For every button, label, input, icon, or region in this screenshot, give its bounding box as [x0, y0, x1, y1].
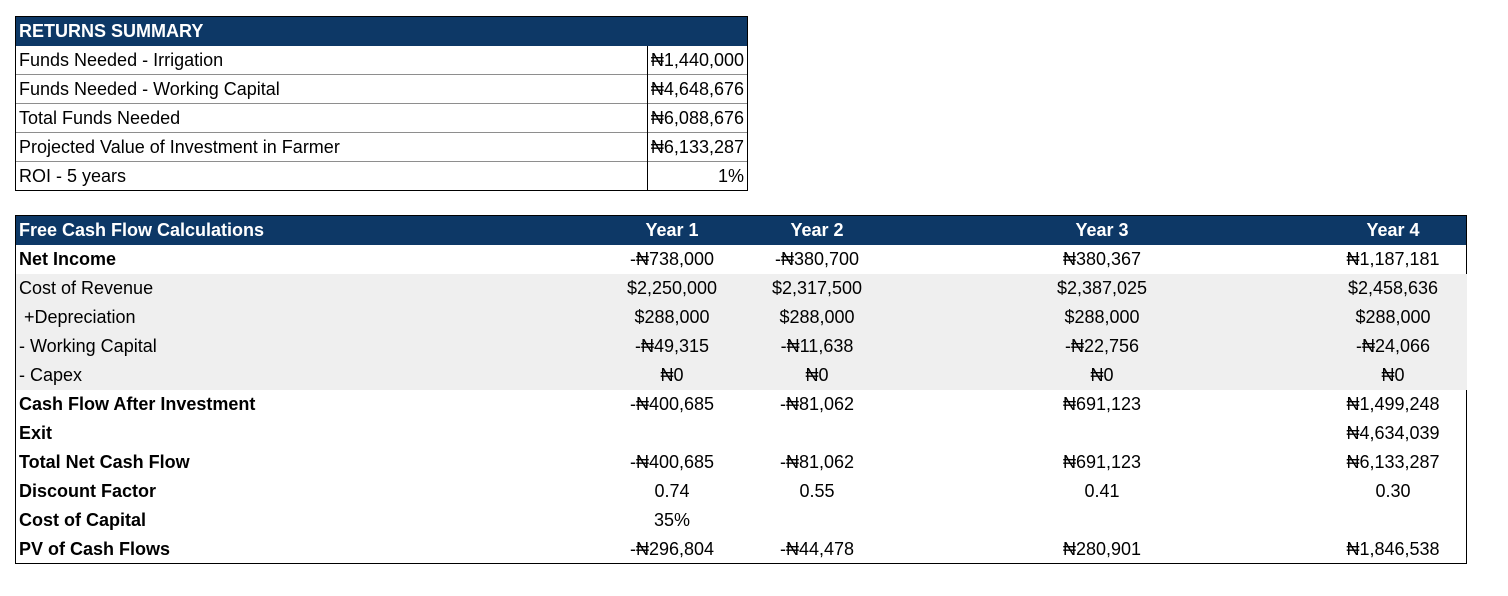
- fcf-row: Exit ₦4,634,039: [16, 419, 1466, 448]
- fcf-year-2-value: [757, 506, 877, 535]
- fcf-row: PV of Cash Flows -₦296,804 -₦44,478 ₦280,90…: [16, 535, 1466, 564]
- fcf-year-1-value: 0.74: [654, 481, 690, 501]
- fcf-year-2-value: -₦11,638: [780, 336, 854, 356]
- fcf-row-label: Exit: [19, 423, 53, 443]
- fcf-year-1-value: -₦738,000: [629, 249, 715, 269]
- fcf-year-2-value: [757, 419, 877, 448]
- fcf-row-label: Discount Factor: [19, 481, 157, 501]
- fcf-year-2-value: -₦81,062: [779, 394, 855, 414]
- fcf-row: +Depreciation $288,000 $288,000 $288,000 $28…: [16, 303, 1467, 332]
- fcf-year-2-value: ₦0: [805, 365, 829, 385]
- year-1-header: Year 1: [645, 220, 699, 240]
- fcf-year-4-value: ₦0: [1381, 365, 1405, 385]
- row-separator: [16, 161, 747, 162]
- year-3-header: Year 3: [1075, 220, 1129, 240]
- fcf-title: Free Cash Flow Calculations: [19, 220, 265, 240]
- fcf-year-3-value: ₦691,123: [1062, 452, 1142, 472]
- fcf-row-label: - Capex: [19, 365, 83, 385]
- fcf-year-4-value: ₦1,846,538: [1346, 539, 1440, 559]
- fcf-row: Net Income -₦738,000 -₦380,700 ₦380,367 ₦1,1…: [16, 245, 1466, 274]
- returns-summary-label: Funds Needed - Working Capital: [19, 79, 280, 99]
- fcf-row: Cost of Revenue $2,250,000 $2,317,500 $2,38…: [16, 274, 1467, 303]
- fcf-year-2-value: -₦44,478: [779, 539, 855, 559]
- returns-summary-row: Funds Needed - Working Capital ₦4,648,676: [16, 75, 747, 104]
- fcf-row-label: Net Income: [19, 249, 117, 269]
- fcf-header: Free Cash Flow Calculations Year 1 Year …: [16, 216, 1466, 245]
- fcf-row: Discount Factor 0.74 0.55 0.41 0.30: [16, 477, 1466, 506]
- returns-summary-value: ₦4,648,676: [650, 79, 744, 99]
- fcf-year-2-value: $2,317,500: [771, 278, 863, 298]
- fcf-year-1-value: -₦400,685: [629, 452, 715, 472]
- fcf-year-1-value: -₦296,804: [629, 539, 715, 559]
- returns-summary-value: 1%: [717, 166, 744, 186]
- returns-summary-label: Projected Value of Investment in Farmer: [19, 137, 340, 157]
- fcf-year-4-value: 0.30: [1375, 481, 1411, 501]
- fcf-row-label: PV of Cash Flows: [19, 539, 171, 559]
- returns-summary-title: RETURNS SUMMARY: [19, 21, 204, 41]
- fcf-year-3-value: ₦380,367: [1062, 249, 1142, 269]
- fcf-year-4-value: ₦1,499,248: [1346, 394, 1440, 414]
- fcf-year-4-value: ₦6,133,287: [1346, 452, 1440, 472]
- returns-summary-row: Projected Value of Investment in Farmer ₦…: [16, 133, 747, 162]
- year-4-header: Year 4: [1366, 220, 1420, 240]
- returns-summary-label: Funds Needed - Irrigation: [19, 50, 224, 70]
- fcf-row: Total Net Cash Flow -₦400,685 -₦81,062 ₦691…: [16, 448, 1466, 477]
- fcf-year-4-value: ₦1,187,181: [1346, 249, 1440, 269]
- row-separator: [16, 74, 747, 75]
- row-separator: [16, 132, 747, 133]
- returns-summary-row: ROI - 5 years 1%: [16, 162, 747, 191]
- fcf-year-3-value: [1042, 419, 1162, 448]
- year-2-header: Year 2: [790, 220, 844, 240]
- fcf-row-label: - Working Capital: [19, 336, 157, 356]
- fcf-row-label: Total Net Cash Flow: [19, 452, 190, 472]
- fcf-year-1-value: ₦0: [660, 365, 684, 385]
- fcf-row-label: Cash Flow After Investment: [19, 394, 256, 414]
- fcf-year-1-value: [612, 419, 732, 448]
- fcf-year-1-value: -₦49,315: [634, 336, 710, 356]
- fcf-row: - Working Capital -₦49,315 -₦11,638 -₦22,75…: [16, 332, 1467, 361]
- fcf-year-3-value: [1042, 506, 1162, 535]
- row-separator: [16, 103, 747, 104]
- fcf-year-4-value: $288,000: [1355, 307, 1431, 327]
- fcf-year-3-value: $2,387,025: [1056, 278, 1148, 298]
- fcf-year-3-value: ₦0: [1090, 365, 1114, 385]
- returns-summary-label: ROI - 5 years: [19, 166, 127, 186]
- fcf-year-3-value: $288,000: [1064, 307, 1140, 327]
- fcf-year-1-value: $2,250,000: [626, 278, 718, 298]
- free-cash-flow-table: Free Cash Flow Calculations Year 1 Year …: [15, 215, 1467, 564]
- fcf-row: Cost of Capital 35%: [16, 506, 1466, 535]
- fcf-year-3-value: 0.41: [1084, 481, 1120, 501]
- fcf-year-2-value: $288,000: [779, 307, 855, 327]
- fcf-year-1-value: 35%: [653, 510, 691, 530]
- fcf-year-3-value: ₦691,123: [1062, 394, 1142, 414]
- fcf-year-1-value: $288,000: [634, 307, 710, 327]
- fcf-row: - Capex ₦0 ₦0 ₦0 ₦0: [16, 361, 1467, 390]
- returns-summary-value: ₦6,133,287: [650, 137, 744, 157]
- returns-summary-label: Total Funds Needed: [19, 108, 181, 128]
- fcf-year-4-value: -₦24,066: [1355, 336, 1431, 356]
- fcf-year-2-value: 0.55: [799, 481, 835, 501]
- fcf-year-2-value: -₦380,700: [774, 249, 860, 269]
- returns-summary-row: Funds Needed - Irrigation ₦1,440,000: [16, 46, 747, 75]
- returns-summary-row: Total Funds Needed ₦6,088,676: [16, 104, 747, 133]
- value-column-divider: [647, 46, 648, 190]
- fcf-year-4-value: [1333, 506, 1453, 535]
- fcf-row: Cash Flow After Investment -₦400,685 -₦81,…: [16, 390, 1466, 419]
- fcf-year-4-value: $2,458,636: [1347, 278, 1439, 298]
- returns-summary-value: ₦6,088,676: [650, 108, 744, 128]
- fcf-year-1-value: -₦400,685: [629, 394, 715, 414]
- returns-summary-table: RETURNS SUMMARY Funds Needed - Irrigatio…: [15, 16, 748, 191]
- returns-summary-header: RETURNS SUMMARY: [16, 17, 747, 46]
- fcf-year-3-value: -₦22,756: [1064, 336, 1140, 356]
- fcf-row-label: +Depreciation: [19, 307, 136, 327]
- fcf-row-label: Cost of Capital: [19, 510, 147, 530]
- fcf-row-label: Cost of Revenue: [19, 278, 154, 298]
- fcf-year-4-value: ₦4,634,039: [1346, 423, 1440, 443]
- fcf-year-3-value: ₦280,901: [1062, 539, 1142, 559]
- returns-summary-value: ₦1,440,000: [650, 50, 744, 70]
- fcf-year-2-value: -₦81,062: [779, 452, 855, 472]
